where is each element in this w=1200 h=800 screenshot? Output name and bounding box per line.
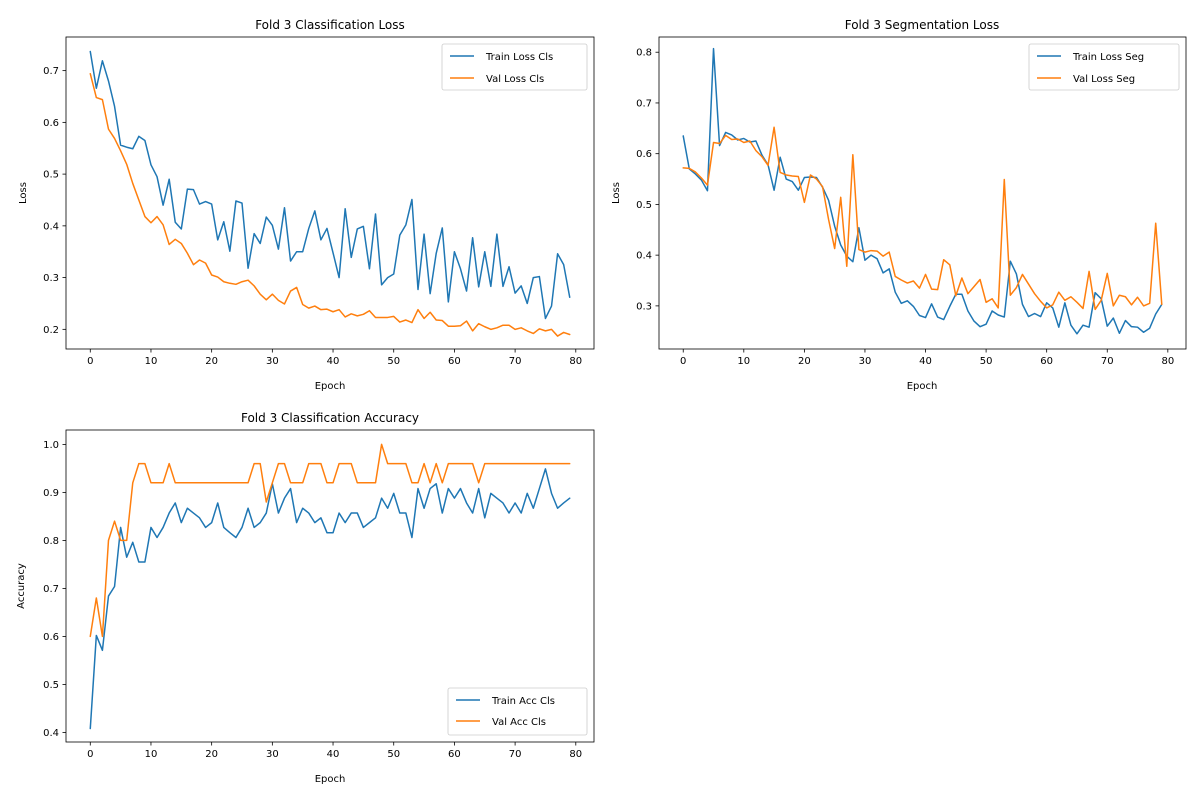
series-line-train-acc-cls <box>89 468 571 730</box>
legend-frame <box>447 687 588 736</box>
y-tick-label: 0.7 <box>43 584 59 595</box>
x-tick-label: 80 <box>569 749 582 760</box>
x-tick-label: 10 <box>737 356 750 367</box>
y-axis-label: Accuracy <box>16 563 27 609</box>
x-tick-label: 20 <box>798 356 811 367</box>
x-tick-label: 40 <box>327 749 340 760</box>
x-tick-label: 10 <box>145 356 158 367</box>
x-tick-label: 60 <box>448 356 461 367</box>
y-tick-label: 0.4 <box>43 728 59 739</box>
x-tick-label: 10 <box>145 749 158 760</box>
x-tick-label: 70 <box>1101 356 1114 367</box>
x-tick-label: 0 <box>87 356 93 367</box>
legend-frame <box>1028 43 1180 91</box>
x-tick-label: 0 <box>87 749 93 760</box>
x-tick-label: 40 <box>919 356 932 367</box>
x-tick-label: 80 <box>569 356 582 367</box>
x-tick-label: 60 <box>1040 356 1053 367</box>
y-tick-label: 0.9 <box>43 488 59 499</box>
y-tick-label: 0.2 <box>43 325 59 336</box>
plot-area <box>89 50 571 337</box>
chart-classification-accuracy: Fold 3 Classification Accuracy 0 10 20 30 40… <box>16 411 595 785</box>
x-tick-label: 20 <box>205 749 218 760</box>
legend: Train Loss Cls Val Loss Cls <box>441 43 588 91</box>
x-tick-label: 50 <box>387 749 400 760</box>
x-tick-label: 30 <box>266 356 279 367</box>
x-tick-label: 60 <box>448 749 461 760</box>
series-line-train-loss-cls <box>89 50 571 320</box>
y-tick-label: 0.3 <box>636 301 652 312</box>
legend-label-train-loss-seg: Train Loss Seg <box>1072 52 1144 63</box>
legend-label-train-acc-cls: Train Acc Cls <box>491 696 555 707</box>
series-line-val-loss-cls <box>89 72 571 337</box>
y-tick-label: 0.3 <box>43 273 59 284</box>
x-tick-label: 50 <box>387 356 400 367</box>
x-tick-label: 0 <box>680 356 686 367</box>
axes-frame <box>65 36 595 350</box>
tick-group: 0 10 20 30 40 50 60 70 80 0.4 0.5 0.6 0.7 0.8 0.9 1.0 <box>43 440 582 760</box>
y-axis-label: Loss <box>18 182 29 204</box>
chart-title: Fold 3 Classification Loss <box>255 18 405 32</box>
chart-segmentation-loss: Fold 3 Segmentation Loss 0 10 20 30 40 50 60 70… <box>611 18 1187 392</box>
x-axis-label: Epoch <box>315 381 346 392</box>
y-tick-label: 0.7 <box>636 98 652 109</box>
y-tick-label: 0.5 <box>43 170 59 181</box>
legend: Train Acc Cls Val Acc Cls <box>447 687 588 736</box>
series-line-train-loss-seg <box>682 47 1163 335</box>
x-tick-label: 80 <box>1161 356 1174 367</box>
chart-title: Fold 3 Classification Accuracy <box>241 411 419 425</box>
legend-label-train-loss-cls: Train Loss Cls <box>485 52 553 63</box>
tick-group: 0 10 20 30 40 50 60 70 80 0.3 0.4 0.5 0.6 0.7 0.8 <box>636 48 1174 367</box>
y-tick-label: 0.8 <box>636 48 652 59</box>
legend: Train Loss Seg Val Loss Seg <box>1028 43 1180 91</box>
x-tick-label: 70 <box>509 356 522 367</box>
x-axis-label: Epoch <box>315 774 346 785</box>
legend-label-val-acc-cls: Val Acc Cls <box>492 717 546 728</box>
chart-classification-loss: Fold 3 Classification Loss 0 10 20 30 40 50 60… <box>18 18 595 392</box>
y-tick-label: 0.5 <box>43 680 59 691</box>
legend-frame <box>441 43 588 91</box>
axes-frame <box>658 36 1187 350</box>
y-tick-label: 0.8 <box>43 536 59 547</box>
legend-label-val-loss-cls: Val Loss Cls <box>486 74 544 85</box>
x-axis-label: Epoch <box>907 381 938 392</box>
y-tick-label: 0.4 <box>43 221 59 232</box>
tick-group: 0 10 20 30 40 50 60 70 80 0.2 0.3 0.4 0.5 0.6 0.7 <box>43 66 582 367</box>
x-tick-label: 30 <box>859 356 872 367</box>
y-tick-label: 0.6 <box>43 118 59 129</box>
y-tick-label: 0.4 <box>636 251 652 262</box>
legend-label-val-loss-seg: Val Loss Seg <box>1073 74 1135 85</box>
series-line-val-acc-cls <box>89 443 571 638</box>
x-tick-label: 70 <box>509 749 522 760</box>
x-tick-label: 30 <box>266 749 279 760</box>
chart-title: Fold 3 Segmentation Loss <box>845 18 1000 32</box>
y-tick-label: 0.6 <box>43 632 59 643</box>
y-tick-label: 0.7 <box>43 66 59 77</box>
x-tick-label: 20 <box>205 356 218 367</box>
plot-area <box>89 443 571 730</box>
x-tick-label: 50 <box>980 356 993 367</box>
y-tick-label: 1.0 <box>43 440 59 451</box>
y-tick-label: 0.6 <box>636 149 652 160</box>
x-tick-label: 40 <box>327 356 340 367</box>
series-line-val-loss-seg <box>682 126 1163 311</box>
y-tick-label: 0.5 <box>636 200 652 211</box>
axes-frame <box>65 429 595 743</box>
y-axis-label: Loss <box>611 182 622 204</box>
plot-area <box>682 47 1163 335</box>
